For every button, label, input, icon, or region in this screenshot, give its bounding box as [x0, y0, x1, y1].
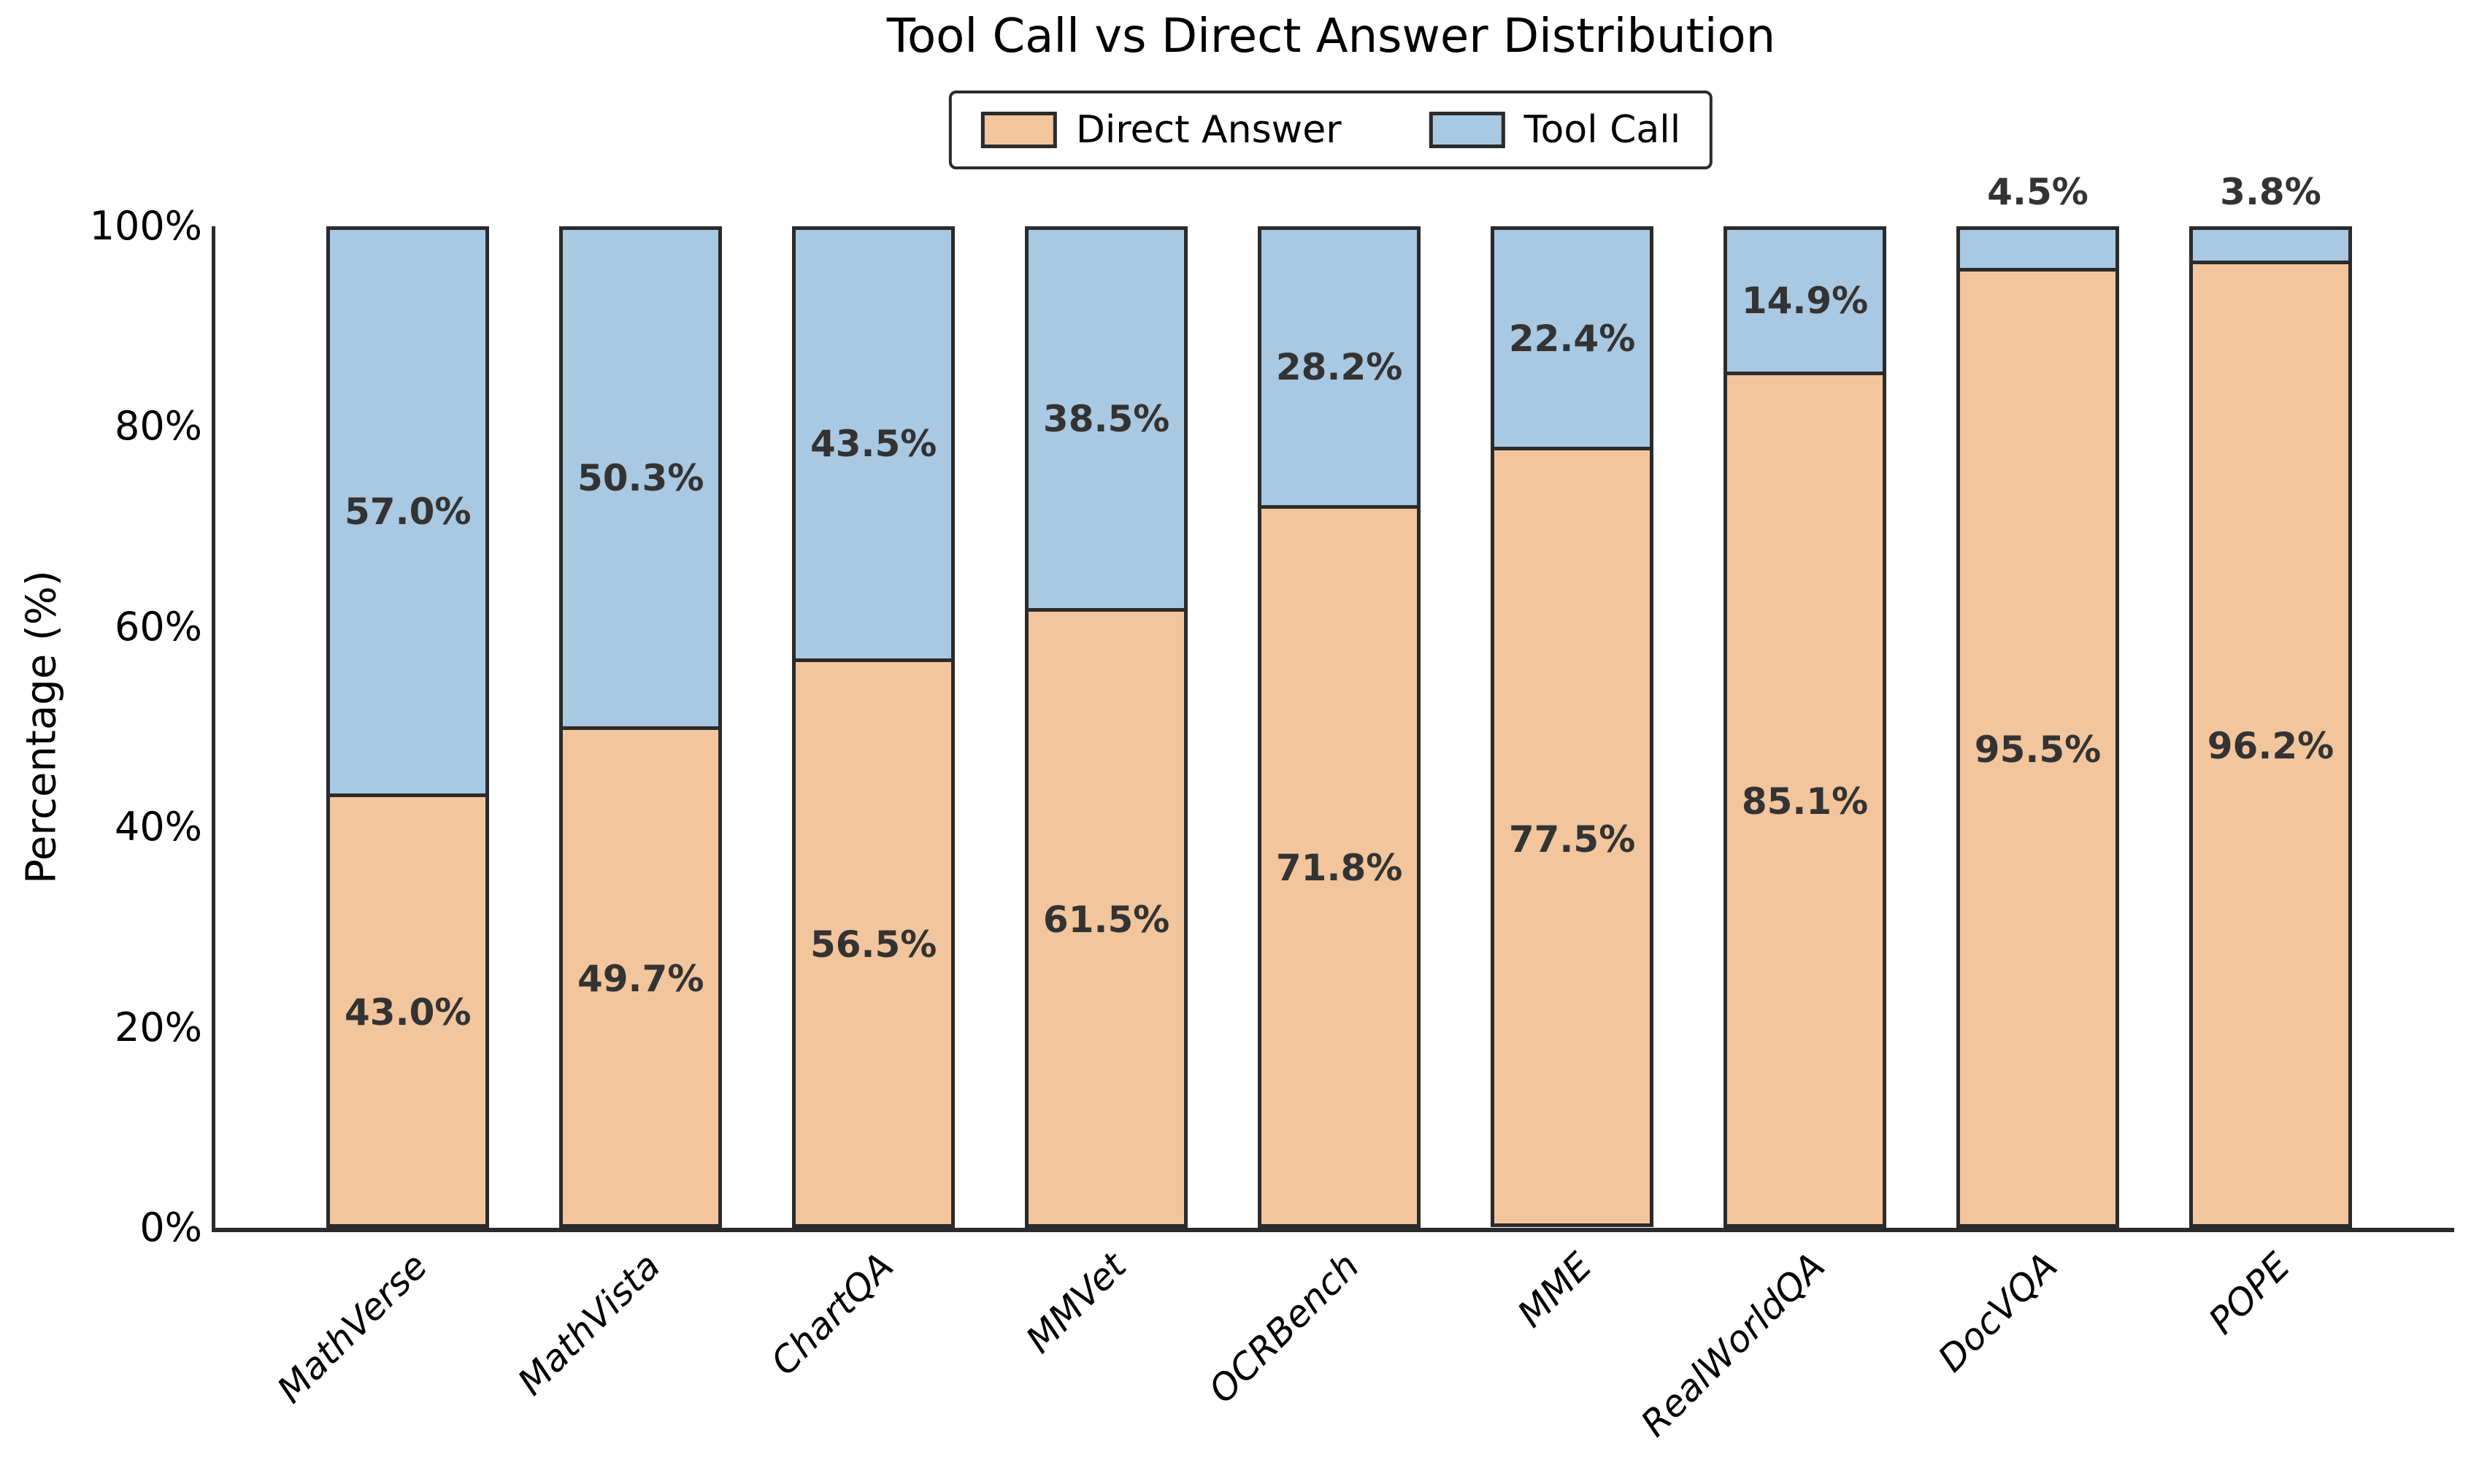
tool-call-value-label: 38.5% [1042, 398, 1170, 441]
direct-answer-segment [2188, 264, 2353, 1228]
tool-call-segment [1956, 226, 2120, 272]
x-tick-label: RealWorldQA [1632, 1245, 1833, 1445]
direct-answer-value-label: 43.0% [345, 991, 472, 1034]
x-tick-label: ChartQA [762, 1245, 902, 1384]
chart-title: Tool Call vs Direct Answer Distribution [886, 9, 1776, 64]
tool-call-swatch [1429, 112, 1505, 148]
legend-label-direct-answer: Direct Answer [1075, 108, 1342, 152]
slots: 57.0% 43.0% MathVerse 50.3% 49.7% MathVista 43… [269, 174, 2387, 1445]
tool-call-segment [1257, 226, 1421, 509]
tool-call-value-label: 57.0% [345, 491, 472, 534]
stacked-bar-chartqa: 43.5% 56.5% [792, 226, 956, 1228]
y-tick-label: 0% [139, 1204, 202, 1250]
x-tick-label: DocVQA [1930, 1245, 2066, 1380]
direct-answer-segment [1490, 450, 1654, 1227]
legend-label-tool-call: Tool Call [1523, 108, 1681, 152]
direct-answer-segment [1257, 508, 1421, 1228]
bar-slot-pope: 3.8% 96.2% POPE [2154, 174, 2387, 1342]
legend-item-tool-call: Tool Call [1429, 108, 1681, 152]
stacked-bar-mmvet: 38.5% 61.5% [1025, 226, 1188, 1228]
bar-slot-mathverse: 57.0% 43.0% MathVerse [269, 226, 524, 1411]
x-tick-label: MathVerse [269, 1245, 436, 1412]
direct-answer-value-label: 61.5% [1042, 899, 1170, 942]
direct-answer-value-label: 49.7% [577, 958, 704, 1001]
tool-call-value-label: 14.9% [1741, 280, 1869, 323]
stacked-bar-mathverse: 57.0% 43.0% [326, 226, 490, 1228]
x-tick-label: MME [1509, 1245, 1600, 1336]
tool-call-segment [1490, 226, 1654, 451]
stacked-bar-docvqa: 4.5% 95.5% [1956, 174, 2120, 1228]
plot-area: 57.0% 43.0% MathVerse 50.3% 49.7% MathVista 43… [90, 174, 2454, 1445]
direct-answer-value-label: 85.1% [1741, 780, 1869, 823]
tool-call-segment [1025, 226, 1188, 612]
tool-call-segment [1723, 226, 1887, 376]
y-tick-label: 20% [114, 1004, 202, 1050]
direct-answer-segment [559, 730, 723, 1228]
y-tick-label: 80% [114, 403, 202, 450]
stacked-bar-realworldqa: 14.9% 85.1% [1723, 226, 1887, 1228]
x-tick-label: OCRBench [1200, 1245, 1367, 1412]
direct-answer-segment [1025, 612, 1188, 1228]
y-tick-label: 100% [89, 203, 202, 249]
bar-slot-chartqa: 43.5% 56.5% ChartQA [757, 226, 990, 1383]
direct-answer-value-label: 56.5% [810, 923, 937, 966]
stacked-bar-mathvista: 50.3% 49.7% [559, 226, 723, 1228]
direct-answer-segment [1956, 271, 2120, 1228]
x-tick-label: POPE [2200, 1245, 2299, 1342]
direct-answer-segment [792, 661, 956, 1228]
tool-call-value-label: 3.8% [2220, 171, 2321, 213]
direct-answer-value-label: 71.8% [1275, 847, 1403, 890]
stacked-bar-pope: 3.8% 96.2% [2188, 174, 2353, 1228]
direct-answer-value-label: 96.2% [2207, 725, 2334, 768]
x-tick-label: MathVista [510, 1245, 669, 1404]
tool-call-segment [792, 226, 956, 662]
direct-answer-swatch [980, 112, 1057, 148]
direct-answer-value-label: 95.5% [1974, 728, 2102, 771]
bar-slot-realworldqa: 14.9% 85.1% RealWorldQA [1633, 226, 1921, 1445]
legend: Direct Answer Tool Call [948, 91, 1713, 169]
tool-call-value-label: 22.4% [1508, 317, 1636, 360]
x-tick-label: MMVet [1018, 1245, 1134, 1361]
tool-call-value-label: 28.2% [1275, 346, 1403, 389]
stacked-bar-mme: 22.4% 77.5% [1490, 226, 1654, 1228]
bar-slot-mmvet: 38.5% 61.5% MMVet [990, 226, 1223, 1361]
bar-slot-mme: 22.4% 77.5% MME [1456, 226, 1688, 1336]
tool-call-value-label: 4.5% [1987, 171, 2088, 213]
legend-item-direct-answer: Direct Answer [980, 108, 1342, 152]
direct-answer-value-label: 77.5% [1508, 818, 1636, 861]
y-tick-label: 60% [114, 603, 202, 650]
tool-call-value-label: 43.5% [810, 423, 937, 466]
y-tick-label: 40% [114, 804, 202, 850]
direct-answer-segment [1723, 375, 1887, 1228]
tool-call-segment [559, 226, 723, 731]
bar-slot-docvqa: 4.5% 95.5% DocVQA [1921, 174, 2154, 1380]
y-axis-label: Percentage (%) [18, 570, 66, 884]
bar-slot-ocrbench: 28.2% 71.8% OCRBench [1200, 226, 1456, 1412]
tool-call-segment [326, 226, 490, 798]
bar-slot-mathvista: 50.3% 49.7% MathVista [510, 226, 757, 1404]
tool-call-segment [2188, 226, 2353, 265]
tool-call-value-label: 50.3% [577, 457, 704, 500]
stacked-bar-ocrbench: 28.2% 71.8% [1257, 226, 1421, 1228]
direct-answer-segment [326, 797, 490, 1228]
